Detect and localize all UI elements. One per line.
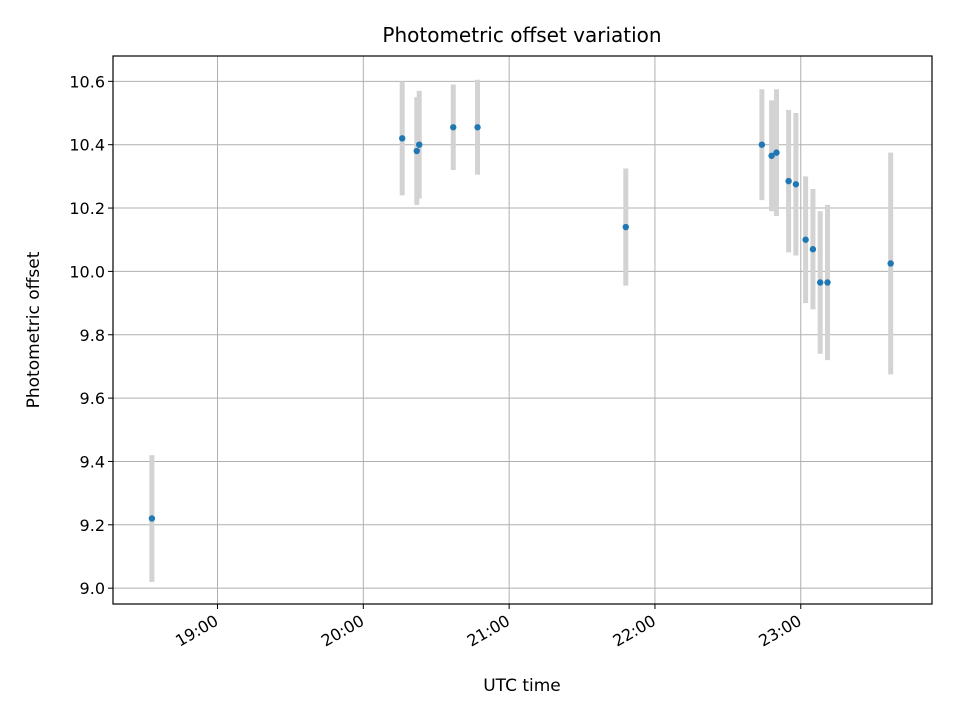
data-point (824, 279, 831, 286)
data-point (474, 124, 481, 131)
data-points (148, 124, 894, 522)
grid (113, 56, 932, 604)
plot-frame (112, 55, 933, 605)
y-tick-label: 9.0 (80, 579, 105, 598)
data-point (758, 141, 766, 148)
data-point (785, 177, 792, 185)
y-tick-label: 10.0 (69, 262, 105, 281)
data-point (148, 515, 156, 522)
data-point (399, 135, 406, 142)
data-point (416, 141, 423, 148)
data-point (768, 152, 775, 159)
y-tick-label: 9.4 (80, 452, 105, 471)
data-point (792, 181, 800, 188)
chart-title: Photometric offset variation (382, 23, 661, 47)
y-tick-label: 10.2 (69, 199, 105, 218)
y-tick-label: 9.2 (80, 516, 105, 535)
x-axis-label: UTC time (483, 676, 561, 696)
y-tick-label: 9.6 (80, 389, 105, 408)
data-point (809, 246, 817, 253)
data-point (450, 124, 457, 131)
y-tick-label: 9.8 (80, 326, 105, 345)
data-point (817, 279, 824, 286)
data-point (622, 223, 629, 231)
data-point (802, 236, 809, 243)
y-axis-ticks: 9.0 9.2 9.4 9.6 9.8 10.0 10.2 10.4 10.6 (69, 72, 113, 598)
data-point (887, 260, 894, 267)
y-axis-label: Photometric offset (24, 251, 44, 408)
data-point (413, 147, 420, 155)
y-tick-label: 10.6 (69, 72, 105, 91)
y-tick-label: 10.4 (69, 136, 105, 155)
data-point (773, 149, 780, 156)
